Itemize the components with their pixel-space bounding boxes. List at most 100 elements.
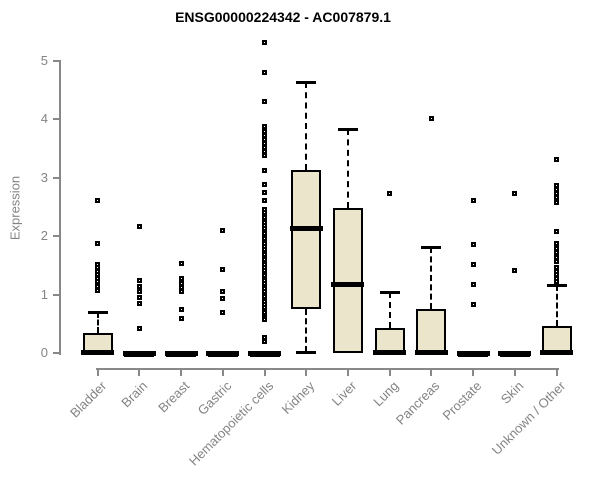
outlier-point xyxy=(554,187,559,192)
outlier-point xyxy=(95,287,101,293)
y-tick-label: 1 xyxy=(40,286,48,302)
x-axis-tick xyxy=(96,370,99,376)
box-rect xyxy=(416,309,447,354)
y-axis-tick xyxy=(53,293,59,296)
outlier-point xyxy=(178,288,184,294)
box-rect xyxy=(332,208,363,354)
outlier-point xyxy=(220,289,226,295)
outlier-point xyxy=(387,190,393,196)
outlier-point xyxy=(262,40,268,46)
y-axis-tick xyxy=(53,176,59,179)
outlier-point xyxy=(554,245,559,251)
upper-whisker xyxy=(96,312,99,333)
outlier-point xyxy=(178,275,184,281)
outlier-point xyxy=(178,306,184,312)
outlier-point xyxy=(554,258,559,264)
median-bar xyxy=(81,349,115,355)
x-axis-tick xyxy=(430,370,433,376)
lower-whisker xyxy=(305,309,308,353)
outlier-point xyxy=(262,128,268,134)
outlier-point xyxy=(262,144,268,150)
median-bar xyxy=(456,350,490,356)
median-bar xyxy=(414,349,448,355)
outlier-point xyxy=(262,335,268,340)
median-bar xyxy=(289,225,323,231)
outlier-point xyxy=(262,148,268,154)
outlier-point xyxy=(136,326,142,332)
outlier-point xyxy=(262,140,268,146)
outlier-point xyxy=(262,317,268,323)
y-axis-tick xyxy=(53,118,59,121)
median-bar xyxy=(206,350,240,356)
y-tick-label: 2 xyxy=(40,228,48,244)
outlier-point xyxy=(220,227,226,233)
upper-whisker-cap xyxy=(337,128,358,132)
x-axis-tick xyxy=(263,370,266,376)
outlier-point xyxy=(512,191,518,197)
y-tick-label: 4 xyxy=(40,111,48,127)
outlier-point xyxy=(95,198,101,204)
upper-whisker xyxy=(305,81,308,171)
outlier-point xyxy=(262,153,268,159)
median-bar xyxy=(164,350,198,356)
outlier-point xyxy=(220,266,226,272)
outlier-point xyxy=(262,99,268,105)
outlier-point xyxy=(470,281,476,287)
x-axis-tick xyxy=(388,370,391,376)
outlier-point xyxy=(470,241,476,247)
median-bar xyxy=(540,349,573,355)
upper-whisker xyxy=(388,292,391,329)
outlier-point xyxy=(554,200,559,206)
outlier-point xyxy=(136,289,142,295)
median-bar xyxy=(248,350,282,356)
outlier-point xyxy=(136,283,142,289)
y-axis-tick xyxy=(53,59,59,62)
outlier-point xyxy=(554,191,559,197)
outlier-point xyxy=(470,262,476,268)
upper-whisker-cap xyxy=(421,245,442,249)
upper-whisker-cap xyxy=(379,291,400,295)
outlier-point xyxy=(554,279,559,285)
lower-whisker-cap xyxy=(296,351,317,355)
x-axis-tick xyxy=(555,370,558,376)
outlier-point xyxy=(262,182,268,188)
outlier-point xyxy=(262,124,268,130)
x-axis-tick xyxy=(305,370,308,376)
outlier-point xyxy=(428,115,434,121)
upper-whisker-cap xyxy=(296,80,317,84)
outlier-point xyxy=(95,283,101,289)
outlier-point xyxy=(262,189,268,195)
y-axis-tick xyxy=(53,352,59,355)
outlier-point xyxy=(220,296,226,302)
x-axis-line xyxy=(96,368,559,370)
median-bar xyxy=(498,350,532,356)
y-axis-line xyxy=(59,60,61,356)
outlier-point xyxy=(178,260,184,266)
outlier-point xyxy=(512,268,518,274)
chart-title: ENSG00000224342 - AC007879.1 xyxy=(175,9,391,25)
outlier-point xyxy=(136,277,142,283)
outlier-point xyxy=(95,240,101,246)
outlier-point xyxy=(554,156,559,162)
x-axis-tick xyxy=(346,370,349,376)
x-axis-tick xyxy=(138,370,141,376)
outlier-point xyxy=(554,250,559,256)
x-axis-tick xyxy=(513,370,516,376)
outlier-point xyxy=(262,339,268,345)
outlier-point xyxy=(262,132,268,138)
outlier-point xyxy=(136,224,142,230)
median-bar xyxy=(373,349,407,355)
x-axis-tick xyxy=(472,370,475,376)
outlier-point xyxy=(262,136,268,142)
outlier-point xyxy=(262,197,268,203)
outlier-point xyxy=(470,198,476,204)
outlier-point xyxy=(178,315,184,321)
outlier-point xyxy=(554,240,559,246)
upper-whisker xyxy=(346,129,349,209)
outlier-point xyxy=(554,182,559,188)
box-rect xyxy=(291,170,322,310)
y-tick-label: 5 xyxy=(40,52,48,68)
outlier-point xyxy=(220,310,226,316)
